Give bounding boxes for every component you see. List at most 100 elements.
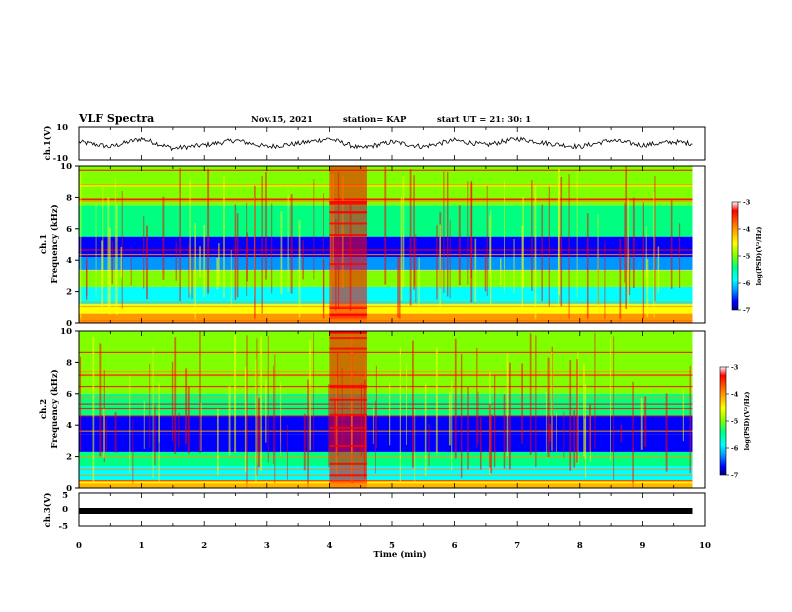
spectrogram-event-band xyxy=(329,202,367,205)
spectrogram-streak xyxy=(174,337,177,454)
spectrogram-streak xyxy=(216,257,219,290)
spectrogram-streak xyxy=(199,331,201,454)
spectrogram-line xyxy=(79,468,693,470)
spectrogram-band xyxy=(79,451,693,467)
spectrogram-streak xyxy=(573,410,576,468)
colorbar-tick-label: -5 xyxy=(731,418,739,426)
spectrogram-streak xyxy=(244,367,247,473)
spectrogram-streak xyxy=(162,196,165,280)
ch1-freq-ticks: 0 2 4 6 8 10 xyxy=(60,162,79,329)
spectrogram-streak xyxy=(234,204,237,301)
spectrogram-streak xyxy=(645,227,647,279)
spectrogram-streak xyxy=(86,254,88,296)
ch2-freq-ytick-label: 2 xyxy=(66,453,72,463)
spectrogram-streak xyxy=(489,210,492,304)
spectrogram-streak xyxy=(265,172,267,280)
spectrogram-streak xyxy=(613,336,615,480)
colorbar-tick-label: -6 xyxy=(743,280,751,288)
spectrogram-streak xyxy=(597,214,599,308)
spectrogram-streak xyxy=(563,411,565,458)
spectrogram-event-region xyxy=(329,166,367,323)
spectrogram-streak xyxy=(152,346,154,480)
spectrogram-streak xyxy=(589,404,591,452)
spectrogram-streak xyxy=(384,166,387,285)
spectrogram-streak xyxy=(545,391,547,453)
spectrogram-streak xyxy=(230,250,232,312)
spectrogram-streak xyxy=(399,347,401,487)
spectrogram-streak xyxy=(506,353,509,457)
time-tick-label: 0 xyxy=(76,541,82,551)
spectrogram-streak xyxy=(175,241,177,281)
spectrogram-streak xyxy=(280,381,282,456)
spectrogram-streak xyxy=(302,240,304,280)
ch2-freq-ytick-label: 10 xyxy=(60,327,72,337)
colorbar-tick-label: -5 xyxy=(743,253,751,261)
spectrogram-streak xyxy=(670,200,673,289)
spectrogram-streak xyxy=(428,423,430,466)
spectrogram-event-band xyxy=(329,462,367,465)
spectrogram-streak xyxy=(246,202,248,297)
spectrogram-event-band xyxy=(329,314,367,317)
ch2-spectrogram-ylabel-frequency: Frequency (kHz) xyxy=(49,369,60,448)
spectrogram-streak xyxy=(298,220,301,318)
spectrogram-streak xyxy=(558,168,561,296)
spectrogram-event-band xyxy=(329,337,367,340)
time-tick-label: 7 xyxy=(514,541,520,551)
spectrogram-event-band xyxy=(329,474,367,477)
colorbar-tick-label: -4 xyxy=(743,226,751,234)
spectrogram-streak xyxy=(508,362,511,470)
spectrogram-streak xyxy=(548,186,550,307)
spectrogram-line xyxy=(79,351,693,353)
spectrogram-streak xyxy=(375,365,377,448)
spectrogram-band xyxy=(79,415,693,435)
spectrogram-streak xyxy=(424,383,427,476)
spectrogram-streak xyxy=(477,391,479,444)
ch2-freq-ytick-label: 4 xyxy=(66,421,72,431)
spectrogram-streak xyxy=(479,417,482,470)
spectrogram-streak xyxy=(406,363,407,446)
spectrogram-streak xyxy=(121,190,123,309)
time-tick-label: 2 xyxy=(201,541,207,551)
ch3-ytick-mid: 0 xyxy=(62,505,68,515)
spectrogram-streak xyxy=(256,338,258,476)
time-tick-label: 4 xyxy=(326,541,332,551)
spectrogram-streak xyxy=(503,394,506,469)
spectrogram-streak xyxy=(185,368,188,445)
spectrogram-streak xyxy=(328,383,330,468)
ch1-spectrogram-ylabel-channel: ch.1 xyxy=(39,234,49,254)
spectrogram-streak xyxy=(568,174,570,320)
spectrogram-streak xyxy=(415,234,417,303)
spectrogram-event-band xyxy=(329,398,367,401)
spectrogram-line xyxy=(79,385,693,388)
spectrogram-event-band xyxy=(329,384,367,387)
spectrogram-streak xyxy=(203,224,206,297)
ch2-colorbar-ticks: -3 -4 -5 -6 -7 xyxy=(726,364,739,480)
spectrogram-streak xyxy=(494,375,496,468)
spectrogram-lowfreq-strip xyxy=(79,318,693,323)
spectrogram-event-band xyxy=(329,347,367,350)
spectrogram-streak xyxy=(194,223,196,321)
date-label: Nov.15, 2021 xyxy=(251,115,313,125)
spectrogram-streak xyxy=(689,365,691,474)
spectrogram-streak xyxy=(255,359,257,482)
spectrogram-streak xyxy=(418,257,420,309)
spectrogram-streak xyxy=(560,176,563,307)
spectrogram-streak xyxy=(216,408,219,475)
start-time-label: start UT = 21: 30: 1 xyxy=(437,115,531,125)
time-axis-label: Time (min) xyxy=(373,549,426,560)
spectrogram-event-band xyxy=(329,386,367,389)
spectrogram-line xyxy=(79,456,693,458)
spectrogram-streak xyxy=(632,197,635,289)
spectrogram-streak xyxy=(474,238,477,302)
spectrogram-event-band xyxy=(329,263,367,266)
spectrogram-event-band xyxy=(329,307,367,310)
spectrogram-streak xyxy=(149,363,151,448)
spectrogram-band xyxy=(79,393,693,416)
spectrogram-streak xyxy=(171,361,174,442)
spectrogram-streak xyxy=(228,386,231,456)
colorbar-tick-label: -4 xyxy=(731,391,739,399)
spectrogram-streak xyxy=(499,258,502,286)
spectrogram-event-region xyxy=(329,331,367,488)
spectrogram-streak xyxy=(521,225,524,310)
spectrogram-streak xyxy=(108,227,111,315)
